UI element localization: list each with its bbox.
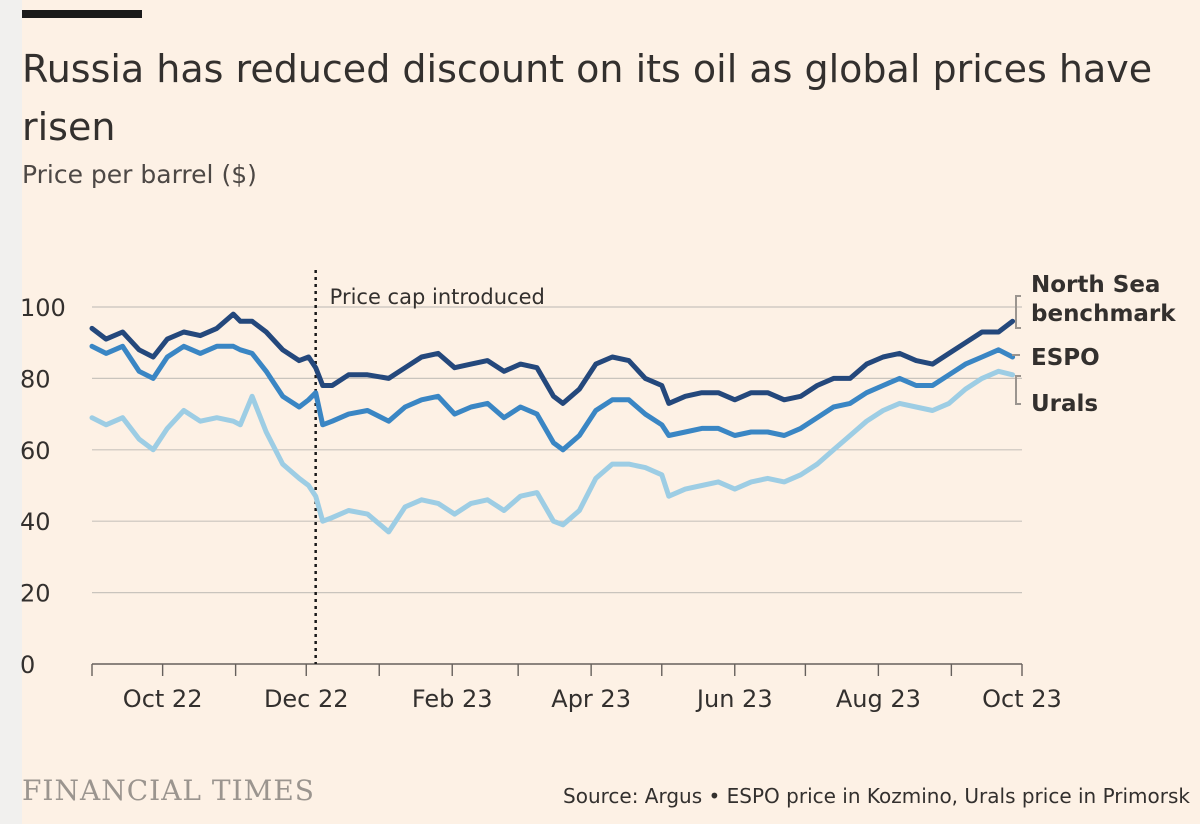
legend-label-north-sea: North Sea benchmark xyxy=(1031,272,1176,327)
source-note: Source: Argus • ESPO price in Kozmino, U… xyxy=(563,784,1190,808)
y-tick-label-100: 100 xyxy=(20,294,66,322)
grid-lines xyxy=(92,306,1022,594)
series-line-north-sea xyxy=(89,311,1016,406)
y-tick-label-20: 20 xyxy=(20,580,51,608)
series-line-espo xyxy=(89,343,1016,453)
price-cap-label: Price cap introduced xyxy=(330,285,545,309)
chart-card xyxy=(22,0,1200,824)
x-axis: Oct 22 Dec 22 Feb 23 Apr 23 Jun 23 Aug 23 Oct … xyxy=(91,663,1062,713)
chart-subtitle: Price per barrel ($) xyxy=(22,160,257,189)
chart-title: Russia has reduced discount on its oil a… xyxy=(22,47,1153,149)
x-tick-label: Jun 23 xyxy=(695,685,773,713)
series-lines xyxy=(89,311,1016,535)
y-tick-label-40: 40 xyxy=(20,508,51,536)
x-tick-label: Aug 23 xyxy=(836,685,921,713)
x-tick-label: Oct 22 xyxy=(123,685,203,713)
y-axis: 0 20 40 60 80 100 xyxy=(20,294,66,679)
series-line-urals xyxy=(89,368,1016,535)
legend-label-urals: Urals xyxy=(1031,391,1098,417)
legend: North Sea benchmark ESPO Urals xyxy=(1012,272,1176,417)
y-tick-label-0: 0 xyxy=(20,651,35,679)
legend-bracket-urals xyxy=(1015,375,1021,405)
annotations: Price cap introduced xyxy=(314,270,545,664)
financial-times-logo: FINANCIAL TIMES xyxy=(22,774,315,807)
y-tick-label-80: 80 xyxy=(20,365,51,393)
y-tick-label-60: 60 xyxy=(20,437,51,465)
x-tick-label: Feb 23 xyxy=(412,685,493,713)
legend-bracket-north-sea xyxy=(1015,295,1021,329)
x-tick-label: Dec 22 xyxy=(264,685,349,713)
brand-top-bar xyxy=(22,10,142,18)
legend-label-espo: ESPO xyxy=(1031,345,1100,371)
x-tick-label: Apr 23 xyxy=(551,685,631,713)
x-tick-label: Oct 23 xyxy=(982,685,1062,713)
